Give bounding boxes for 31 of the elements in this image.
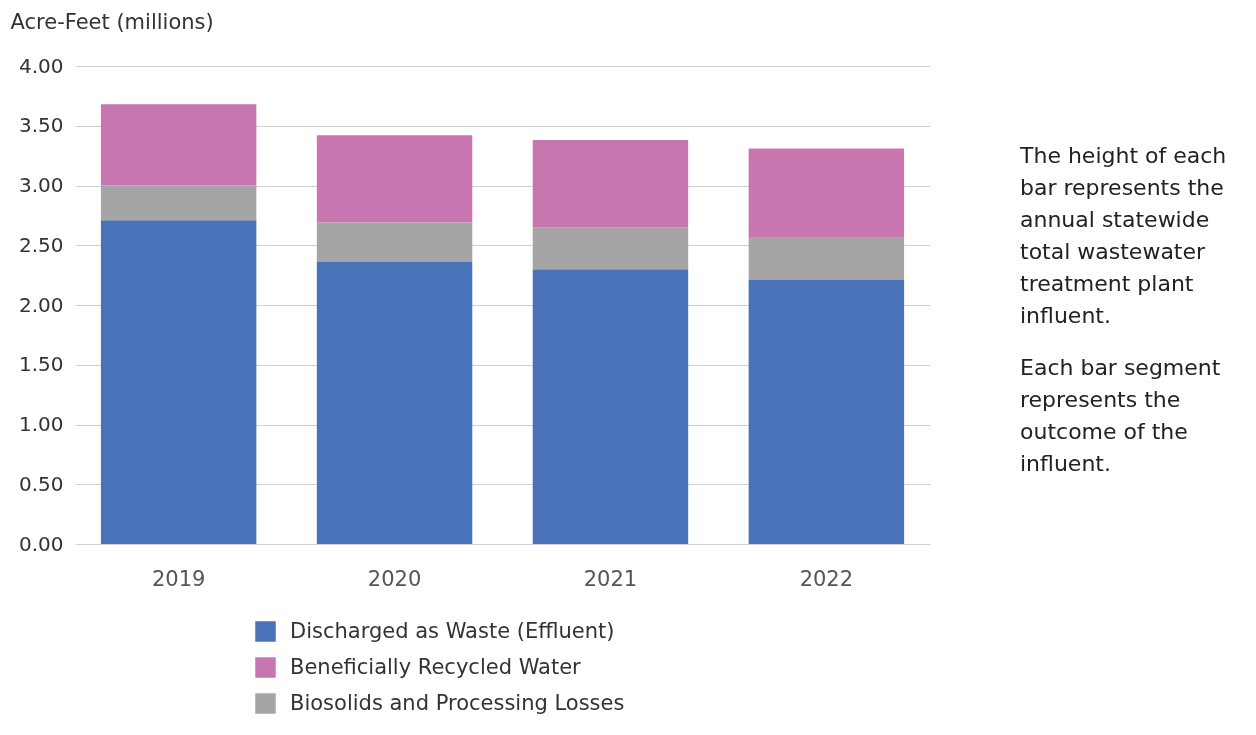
- legend-label: Discharged as Waste (Effluent): [290, 618, 615, 643]
- y-tick-label: 0.50: [18, 471, 64, 496]
- bar: [316, 135, 473, 223]
- bar: [748, 236, 905, 280]
- bar: [532, 269, 689, 544]
- bar: [316, 222, 473, 262]
- bar: [748, 279, 905, 544]
- bar: [100, 220, 257, 544]
- y-tick-label: 2.00: [18, 292, 64, 317]
- text: Each bar segment represents the outcome of the influent.: [1020, 355, 1221, 476]
- y-tick-label: 3.00: [18, 173, 64, 197]
- x-tick-label: 2021: [583, 566, 638, 591]
- y-tick-label: 3.50: [18, 113, 64, 138]
- x-tick-label: 2020: [367, 566, 422, 591]
- y-tick-label: 0.00: [18, 531, 64, 556]
- text: The height of each bar represents the annual statewide total wastewater treatment plant influent.: [1019, 143, 1227, 328]
- legend-label: Biosolids and Processing Losses: [290, 690, 625, 715]
- y-tick-label: 2.50: [18, 232, 64, 257]
- bar: [532, 227, 689, 270]
- bar: [532, 140, 689, 228]
- bar: [316, 261, 473, 544]
- bar: [748, 148, 905, 237]
- x-tick-label: 2022: [799, 566, 854, 591]
- bar: [100, 185, 257, 221]
- x-tick-label: 2019: [151, 566, 206, 591]
- bar: [100, 104, 257, 186]
- legend-label: Beneficially Recycled Water: [290, 654, 582, 679]
- y-tick-label: 1.50: [18, 352, 64, 377]
- y-axis-title: Acre-Feet (millions): [10, 9, 214, 34]
- y-tick-label: 4.00: [18, 53, 64, 78]
- y-tick-label: 1.00: [18, 412, 64, 436]
